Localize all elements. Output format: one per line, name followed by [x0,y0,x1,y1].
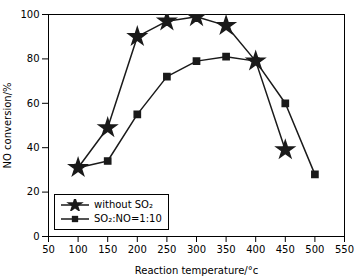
svg-text:300: 300 [187,244,206,255]
html-text:without SO₂: without SO₂ [94,199,153,210]
svg-text:350: 350 [217,244,236,255]
svg-text:20: 20 [27,186,40,197]
svg-text:250: 250 [157,244,176,255]
svg-text:450: 450 [276,244,295,255]
html-text:SO₂:NO=1:10: SO₂:NO=1:10 [94,213,162,224]
svg-text:NO conversion/%: NO conversion/% [2,83,13,169]
svg-text:100: 100 [20,9,39,20]
svg-text:60: 60 [27,98,40,109]
svg-text:0: 0 [33,231,39,242]
svg-text:40: 40 [27,142,40,153]
svg-text:500: 500 [305,244,324,255]
svg-text:200: 200 [128,244,147,255]
svg-text:100: 100 [69,244,88,255]
svg-text:Reaction temperature/°c: Reaction temperature/°c [135,265,258,276]
svg-text:150: 150 [98,244,117,255]
svg-text:400: 400 [246,244,265,255]
svg-text:80: 80 [27,53,40,64]
svg-text:550: 550 [335,244,354,255]
svg-text:50: 50 [42,244,55,255]
